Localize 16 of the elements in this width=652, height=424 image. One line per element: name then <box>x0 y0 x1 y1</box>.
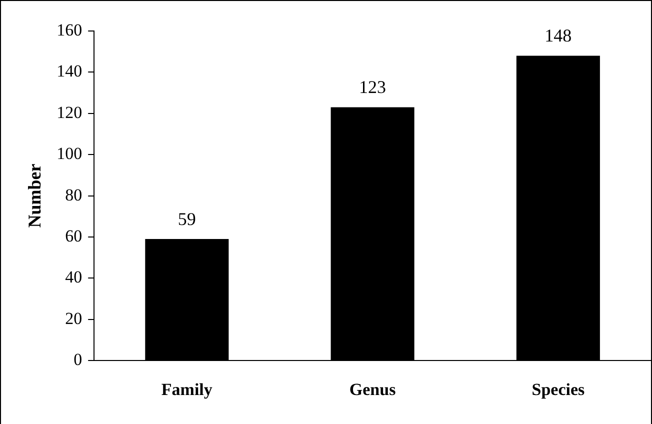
y-tick-label: 120 <box>56 102 82 122</box>
x-tick-label: Family <box>161 380 213 400</box>
y-tick-label: 160 <box>56 20 82 40</box>
y-tick-label: 40 <box>65 268 82 287</box>
y-tick-label: 80 <box>65 185 82 204</box>
y-axis-title: Number <box>24 164 44 228</box>
x-tick-label: Genus <box>349 380 396 400</box>
data-label: 123 <box>359 76 386 97</box>
y-tick-label: 0 <box>74 350 82 370</box>
x-tick-label: Species <box>532 380 586 400</box>
y-tick-label: 60 <box>65 226 82 246</box>
data-label: 59 <box>178 208 196 229</box>
data-label: 148 <box>544 25 572 46</box>
y-tick-label: 100 <box>56 144 82 164</box>
y-tick-label: 20 <box>65 308 82 328</box>
y-tick-label: 140 <box>56 62 82 81</box>
